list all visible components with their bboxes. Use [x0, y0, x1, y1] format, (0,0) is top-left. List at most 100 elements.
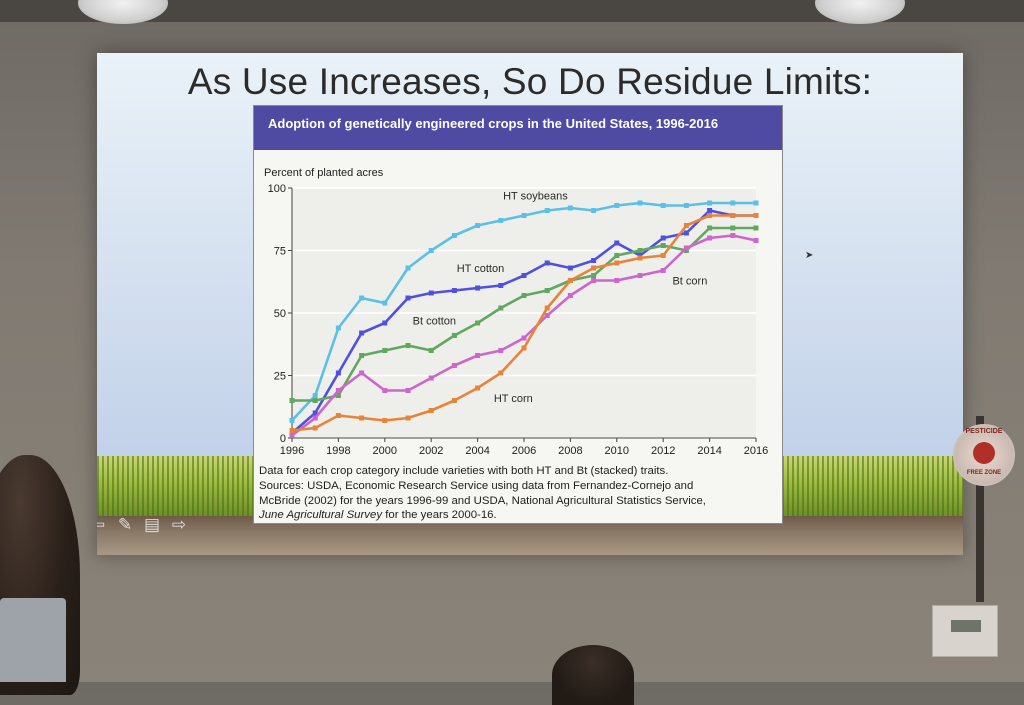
projected-slide: As Use Increases, So Do Residue Limits: … — [97, 53, 963, 555]
note-line: McBride (2002) for the years 1996-99 and… — [259, 494, 777, 509]
data-point — [475, 353, 480, 358]
data-point — [707, 201, 712, 206]
data-point — [591, 278, 596, 283]
series-label: HT corn — [494, 393, 533, 405]
x-tick-label: 2006 — [512, 445, 536, 457]
data-point — [614, 203, 619, 208]
menu-icon[interactable]: ▤ — [141, 514, 163, 536]
data-point — [452, 233, 457, 238]
data-point — [730, 213, 735, 218]
series-label: HT soybeans — [503, 190, 568, 202]
data-point — [336, 326, 341, 331]
data-point — [591, 266, 596, 271]
data-point — [568, 278, 573, 283]
line-chart: Percent of planted acres02550751001996 19… — [254, 150, 782, 462]
data-point — [382, 301, 387, 306]
data-point — [730, 201, 735, 206]
data-point — [406, 416, 411, 421]
x-tick-label: 2012 — [651, 445, 675, 457]
data-point — [429, 348, 434, 353]
data-point — [475, 321, 480, 326]
slide-nav-bar: ⇦ ✎ ▤ ⇨ — [97, 514, 190, 536]
note-line: Data for each crop category include vari… — [259, 464, 777, 479]
data-point — [614, 261, 619, 266]
data-point — [754, 213, 759, 218]
data-point — [591, 208, 596, 213]
data-point — [475, 386, 480, 391]
data-point — [661, 268, 666, 273]
data-point — [754, 238, 759, 243]
data-point — [406, 388, 411, 393]
data-point — [661, 236, 666, 241]
y-tick-label: 25 — [274, 371, 286, 383]
sign-bottom-text: FREE ZONE — [957, 470, 1011, 476]
data-point — [545, 261, 550, 266]
data-point — [406, 296, 411, 301]
data-point — [661, 253, 666, 258]
data-point — [429, 376, 434, 381]
data-point — [730, 233, 735, 238]
data-point — [638, 248, 643, 253]
chart-figure: Adoption of genetically engineered crops… — [253, 105, 783, 524]
data-point — [591, 273, 596, 278]
pen-icon[interactable]: ✎ — [114, 514, 136, 536]
sign-top-text: PESTICIDE — [957, 428, 1011, 435]
data-point — [614, 241, 619, 246]
thermostat-screen — [951, 620, 981, 632]
note-line-last: June Agricultural Survey for the years 2… — [259, 508, 777, 523]
data-point — [498, 306, 503, 311]
data-point — [568, 266, 573, 271]
data-point — [730, 226, 735, 231]
data-point — [638, 273, 643, 278]
data-point — [707, 226, 712, 231]
ladybug-icon — [973, 442, 995, 464]
data-point — [336, 371, 341, 376]
data-point — [313, 426, 318, 431]
data-point — [522, 336, 527, 341]
data-point — [313, 398, 318, 403]
data-point — [661, 203, 666, 208]
series-label: Bt corn — [672, 275, 707, 287]
data-point — [661, 243, 666, 248]
data-point — [707, 213, 712, 218]
x-tick-label: 2014 — [697, 445, 721, 457]
data-point — [684, 246, 689, 251]
wall-thermostat — [932, 605, 998, 657]
data-point — [614, 278, 619, 283]
figure-title: Adoption of genetically engineered crops… — [254, 106, 782, 150]
data-point — [359, 371, 364, 376]
laptop — [0, 598, 66, 682]
data-point — [638, 201, 643, 206]
data-point — [313, 416, 318, 421]
data-point — [382, 388, 387, 393]
data-point — [754, 226, 759, 231]
x-tick-label: 1996 — [280, 445, 304, 457]
x-tick-label: 2000 — [373, 445, 397, 457]
arrow-left-icon[interactable]: ⇦ — [97, 514, 109, 536]
data-point — [545, 313, 550, 318]
data-point — [545, 288, 550, 293]
note-italic: June Agricultural Survey — [259, 509, 382, 521]
data-point — [336, 413, 341, 418]
arrow-right-icon[interactable]: ⇨ — [168, 514, 190, 536]
data-point — [359, 353, 364, 358]
data-point — [498, 348, 503, 353]
data-point — [614, 253, 619, 258]
x-tick-label: 2004 — [465, 445, 489, 457]
data-point — [684, 203, 689, 208]
data-point — [290, 418, 295, 423]
data-point — [290, 433, 295, 438]
y-tick-label: 100 — [268, 183, 286, 195]
data-point — [707, 208, 712, 213]
data-point — [382, 321, 387, 326]
data-point — [359, 331, 364, 336]
data-point — [429, 291, 434, 296]
figure-notes: Data for each crop category include vari… — [259, 464, 777, 523]
data-point — [522, 293, 527, 298]
data-point — [452, 363, 457, 368]
data-point — [568, 293, 573, 298]
data-point — [475, 223, 480, 228]
data-point — [684, 223, 689, 228]
data-point — [406, 343, 411, 348]
data-point — [568, 206, 573, 211]
